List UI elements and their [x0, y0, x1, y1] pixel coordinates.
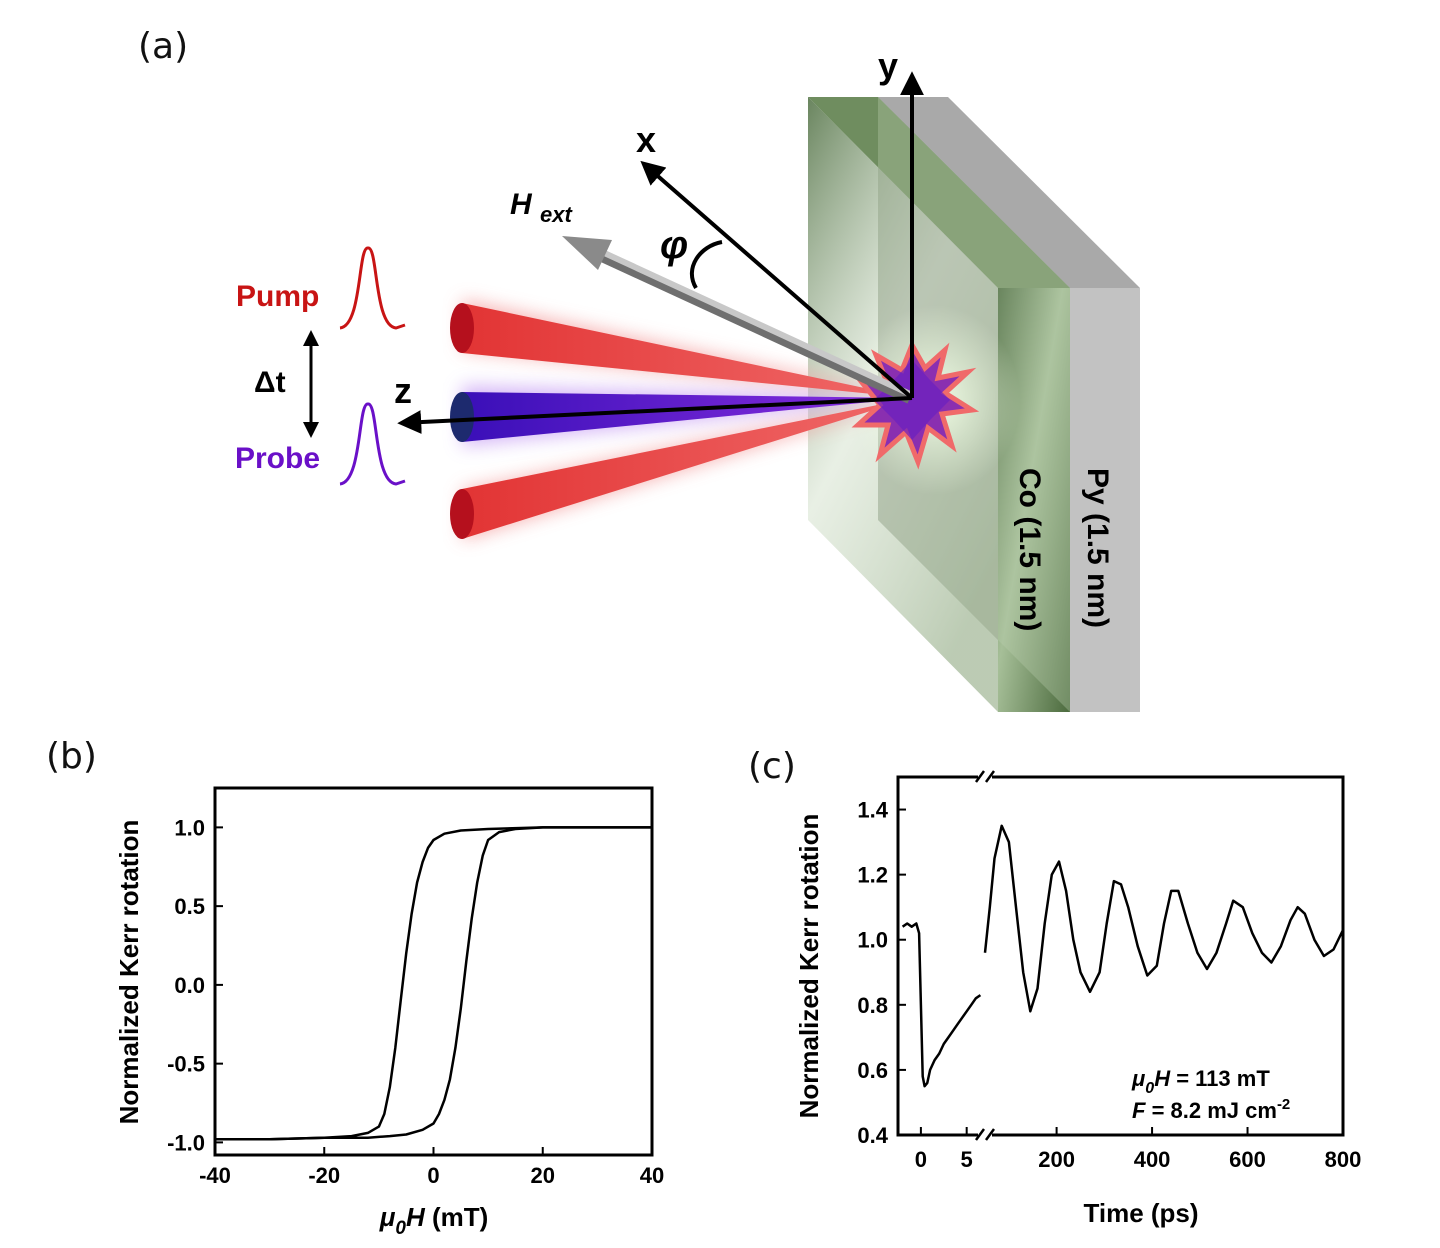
annotation-field-mu: μ [1131, 1066, 1145, 1091]
chart-c-y-tick-label: 1.0 [857, 928, 888, 953]
py-layer-label: Py (1.5 nm) [1081, 468, 1114, 628]
y-axis-label: y [878, 45, 898, 86]
chart-c-y-label: Normalized Kerr rotation [794, 814, 824, 1119]
chart-b-y-tick-label: -0.5 [167, 1052, 205, 1077]
phi-arc [689, 240, 723, 290]
annotation-fluence-exp: -2 [1277, 1096, 1290, 1113]
chart-b-y-tick-label: -1.0 [167, 1130, 205, 1155]
chart-c-y-tick-label: 1.2 [857, 863, 888, 888]
hext-label: H ext [510, 188, 573, 227]
hext-arrow [562, 236, 913, 404]
chart-b-x-label-unit: (mT) [425, 1202, 489, 1232]
panel-c-label: (c) [748, 746, 796, 787]
z-axis-label: z [394, 370, 412, 411]
probe-beam-end [450, 392, 474, 442]
chart-b-x-label-var: H [406, 1202, 426, 1232]
panel-b: (b) -40 -20 0 20 40 -1.0 -0.5 0.0 0.5 1.0 Normal… [46, 736, 664, 1239]
pump-pulse-icon [339, 246, 406, 330]
probe-label: Probe [235, 442, 320, 475]
chart-b-series-line-branch-decreasing [215, 826, 652, 1141]
hext-head [562, 236, 612, 270]
chart-b-x-tick-label: 0 [427, 1163, 439, 1188]
chart-c-frame [896, 775, 1345, 1137]
chart-b-series-line-branch-increasing [215, 826, 652, 1141]
delay-arrow-head-up [303, 330, 319, 346]
chart-b-x-tick-label: -20 [308, 1163, 340, 1188]
probe-pulse-icon [339, 402, 406, 486]
chart-c-x-label: Time (ps) [1083, 1198, 1198, 1228]
panel-b-label: (b) [46, 736, 97, 777]
hext-shaft [598, 248, 912, 397]
delay-label: Δt [254, 366, 286, 399]
axis-break-top [974, 770, 996, 784]
hext-symbol: H [510, 188, 533, 221]
chart-c-series-line-short-delay [901, 922, 982, 1088]
py-side-face [1070, 288, 1140, 712]
chart-b-frame [213, 786, 654, 1157]
chart-b-y-label: Normalized Kerr rotation [114, 820, 144, 1125]
axis-break-bottom-mark-1 [974, 1128, 986, 1141]
chart-c-y-tick-label: 0.6 [857, 1058, 888, 1083]
phi-label: φ [660, 223, 688, 267]
chart-b-x-label-mu: μ [379, 1202, 396, 1232]
annotation-fluence-value: = 8.2 mJ cm [1145, 1098, 1276, 1123]
panel-a-label: (a) [138, 26, 188, 67]
delay-arrow-head-down [303, 422, 319, 438]
axis-break-top-mark-1 [974, 770, 986, 783]
chart-c-series [901, 824, 1345, 1088]
pump-beam-bottom [462, 398, 912, 539]
hext-subscript: ext [540, 202, 573, 227]
chart-b-x-tick-label: 20 [531, 1163, 555, 1188]
chart-b-x-tick-label: -40 [199, 1163, 231, 1188]
annotation-field-var: H [1154, 1066, 1171, 1091]
chart-b-x-label-sub: 0 [395, 1218, 406, 1239]
annotation-fluence-var: F [1132, 1098, 1146, 1123]
pump-beam-glow-top [462, 300, 912, 398]
chart-c-y-tick-label: 0.8 [857, 993, 888, 1018]
chart-b-y-tick-label: 1.0 [174, 815, 205, 840]
chart-c-x-tick-label: 400 [1134, 1147, 1171, 1172]
pump-beam-bottom-end [450, 489, 474, 539]
hext-shaft-shadow [597, 249, 913, 404]
chart-b-y-tick-label: 0.5 [174, 894, 205, 919]
chart-c-series-line-long-delay [983, 824, 1345, 1013]
chart-b-x-label: μ0H (mT) [379, 1202, 489, 1239]
chart-c-x-tick-label: 200 [1038, 1147, 1075, 1172]
chart-b-x-tick-label: 40 [640, 1163, 664, 1188]
chart-b-y-ticks: -1.0 -0.5 0.0 0.5 1.0 [167, 815, 223, 1155]
axis-break-bottom [974, 1128, 996, 1142]
co-top-face [808, 97, 1070, 288]
chart-b-x-ticks: -40 -20 0 20 40 [199, 1147, 664, 1188]
x-axis-label: x [636, 119, 656, 160]
annotation-field-value: = 113 mT [1170, 1066, 1270, 1091]
chart-c-x-tick-label: 600 [1229, 1147, 1266, 1172]
pump-label: Pump [236, 280, 319, 313]
chart-c-x-tick-label: 5 [961, 1147, 973, 1172]
chart-c-annotation-fluence: F = 8.2 mJ cm-2 [1132, 1096, 1290, 1123]
co-layer-label: Co (1.5 nm) [1013, 468, 1046, 631]
chart-c-y-tick-label: 1.4 [857, 798, 888, 823]
annotation-field-sub: 0 [1145, 1080, 1154, 1097]
chart-b-series [215, 826, 652, 1141]
py-top-face [878, 97, 1140, 288]
pump-beam-top-end [450, 303, 474, 353]
panel-c: (c) 0 5 200 400 600 800 0.4 0.6 0.8 1.0 1.2 1.4 No… [748, 746, 1361, 1228]
chart-c-x-tick-label: 0 [915, 1147, 927, 1172]
pump-beam-top [462, 303, 912, 398]
z-axis-arrow [397, 396, 913, 435]
chart-c-y-ticks: 0.4 0.6 0.8 1.0 1.2 1.4 [857, 798, 906, 1148]
axis-break-top-mark-2 [984, 770, 996, 783]
chart-c-x-tick-label: 800 [1325, 1147, 1362, 1172]
chart-b-y-tick-label: 0.0 [174, 973, 205, 998]
pump-beam-glow-bottom [462, 398, 912, 540]
chart-c-y-tick-label: 0.4 [857, 1123, 888, 1148]
chart-c-x-ticks: 0 5 200 400 600 800 [915, 1127, 1362, 1172]
chart-c-annotation-field: μ0H = 113 mT [1131, 1066, 1270, 1097]
panel-a: (a) [138, 26, 1140, 712]
x-axis-arrow [640, 160, 914, 400]
axis-break-bottom-mark-2 [984, 1128, 996, 1141]
